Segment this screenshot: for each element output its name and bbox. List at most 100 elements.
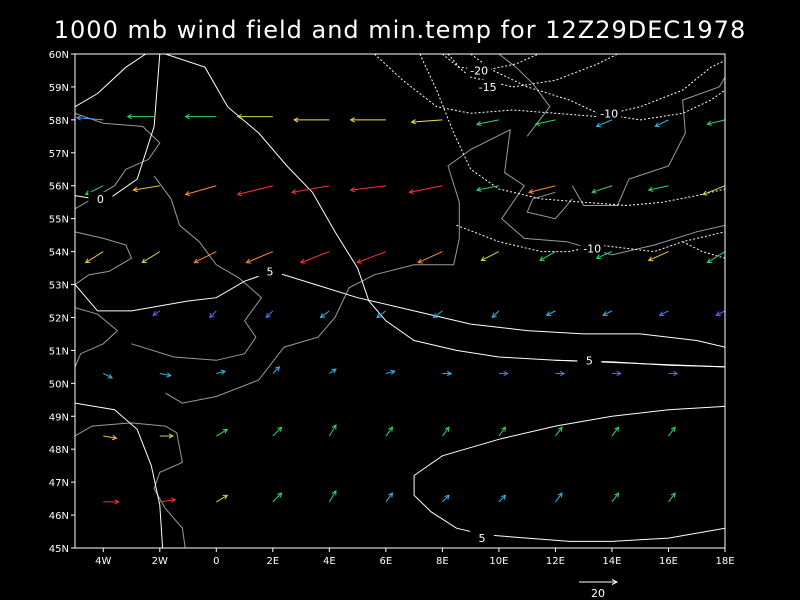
contour-label: -10 [583, 242, 601, 255]
wind-vector-shaft [596, 119, 613, 127]
wind-vector-shaft [76, 117, 104, 121]
wind-vector-shaft [329, 368, 337, 374]
contour-label: -20 [470, 64, 488, 77]
lon-tick-label: 10E [489, 556, 508, 567]
lat-tick-label: 49N [49, 412, 69, 423]
wind-vector [724, 427, 731, 437]
wind-vector [442, 494, 450, 503]
wind-vector-head [475, 120, 482, 127]
lat-tick-label: 50N [49, 379, 69, 390]
lon-tick-label: 8E [436, 556, 449, 567]
wind-vector [417, 251, 443, 264]
wind-vector [385, 426, 394, 437]
lon-tick-label: 4W [95, 556, 111, 567]
wind-vector-head [557, 426, 563, 432]
lon-tick-label: 12E [546, 556, 565, 567]
contour-minus15 [442, 54, 618, 88]
wind-vector [441, 426, 450, 437]
lon-tick-label: 4E [323, 556, 336, 567]
wind-vector-shaft [498, 426, 506, 437]
wind-vector [245, 251, 274, 264]
wind-vector-head [534, 120, 541, 127]
contour-minus10-east [456, 224, 725, 253]
map-title: 1000 mb wind field and min.temp for 12Z2… [53, 16, 747, 44]
wind-vector-shaft [85, 251, 104, 264]
wind-vector-shaft [385, 426, 393, 437]
wind-vector-shaft [265, 310, 274, 318]
wind-vector-head [222, 428, 229, 434]
wind-vector-head [727, 427, 731, 432]
wind-vector-head [475, 186, 482, 192]
wind-vector-head [193, 258, 199, 264]
wind-vector-shaft [668, 426, 676, 437]
wind-vector-shaft [659, 310, 669, 316]
wind-vector-head [446, 370, 453, 377]
wind-vector-shaft [216, 370, 226, 374]
wind-vector-head [132, 186, 138, 193]
wind-vector [159, 433, 175, 439]
lat-tick-label: 52N [49, 313, 69, 324]
lat-tick-label: 56N [49, 182, 69, 193]
temperature-contour-layer [75, 54, 725, 548]
wind-vector [236, 185, 273, 197]
wind-vector [555, 492, 563, 503]
wind-vector-shaft [300, 251, 330, 264]
wind-vector [668, 370, 679, 377]
wind-vector-shaft [328, 490, 337, 503]
coastline-layer [75, 54, 725, 548]
lat-tick-label: 48N [49, 445, 69, 456]
wind-vector [475, 185, 500, 192]
wind-vector [611, 492, 620, 503]
wind-vector [611, 426, 620, 437]
wind-vector [184, 113, 217, 120]
lat-tick-label: 51N [49, 346, 69, 357]
wind-vector-shaft [535, 119, 556, 125]
wind-vector-head [107, 373, 113, 379]
coastline-7 [571, 76, 725, 206]
wind-vector-head [559, 370, 566, 377]
wind-vector [293, 117, 330, 123]
wind-vector-head [500, 494, 507, 500]
wind-vector-head [290, 189, 297, 195]
wind-vector [408, 185, 443, 195]
wind-vector [299, 251, 330, 264]
wind-vector [702, 185, 725, 196]
wind-vector-shaft [702, 185, 725, 195]
wind-vector-head [706, 120, 712, 126]
contour-label-bg [577, 353, 602, 366]
wind-vector-head [349, 187, 356, 193]
wind-vector-head [602, 311, 608, 316]
contour-dashed-mid [419, 54, 725, 207]
wind-vector-head [245, 258, 252, 264]
wind-vector [272, 366, 281, 374]
wind-vector-head [614, 426, 620, 432]
reference-vector-label: 20 [591, 587, 605, 600]
wind-vector-head [545, 311, 552, 316]
wind-vector-head [152, 311, 158, 316]
contour-label-bg [467, 63, 492, 76]
coastline-2 [75, 307, 119, 368]
wind-vector-head [614, 492, 620, 498]
wind-vector-shaft [141, 251, 161, 264]
contour-minus20 [447, 54, 539, 72]
contour-label: 5 [267, 265, 274, 278]
wind-vector-shaft [442, 494, 450, 503]
wind-vector-head [706, 258, 712, 264]
wind-vector [602, 310, 613, 316]
wind-vector-shaft [724, 435, 725, 437]
lat-tick-label: 55N [49, 215, 69, 226]
wind-vector-head [480, 256, 486, 262]
wind-vector-head [557, 492, 563, 498]
wind-vector [647, 251, 669, 262]
wind-vector-head [727, 493, 731, 498]
wind-vector-shaft [385, 492, 393, 503]
wind-vector-shaft [291, 185, 330, 193]
wind-vector [706, 251, 725, 264]
wind-vector [290, 185, 330, 195]
wind-vector [668, 492, 676, 503]
wind-vector-shaft [272, 426, 282, 437]
wind-vector [328, 490, 337, 503]
wind-vector-head [444, 494, 450, 500]
wind-vector-shaft [596, 251, 613, 259]
